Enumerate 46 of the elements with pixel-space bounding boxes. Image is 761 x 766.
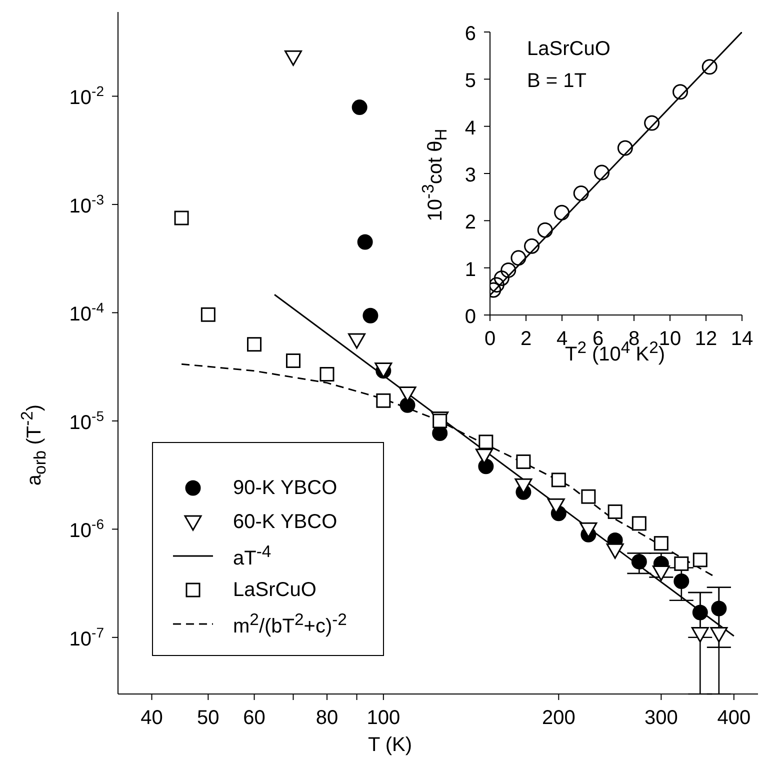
y-tick-label: 10$^{-5}$ (69, 408, 104, 434)
point (510, 250, 526, 266)
y-tick-label: 10$^{-4}$ (69, 300, 104, 326)
y-tick-label: 10$^{-3}$ (69, 191, 104, 218)
y-tick-label: 10$^{-2}$ (69, 83, 104, 110)
annotation: LaSrCuO (527, 38, 610, 61)
y-tick-label: 5 (464, 70, 476, 92)
point (490, 277, 504, 293)
y-tick-label: 10$^{-7}$ (69, 624, 104, 650)
point (494, 270, 510, 286)
x-tick-label: 60 (243, 707, 266, 729)
x-tick-label: 12 (694, 328, 718, 350)
x-tick-label: 300 (644, 707, 678, 729)
point (594, 164, 610, 180)
x-axis-title: T (K) (368, 734, 412, 757)
x-tick-label: 200 (542, 707, 576, 729)
point (524, 238, 540, 254)
x-tick-label: 40 (140, 707, 163, 729)
point (573, 186, 589, 202)
x-tick-label: 50 (197, 707, 220, 729)
y-tick-label: 4 (464, 117, 476, 140)
legend-label: 90-K YBCO (233, 476, 338, 500)
point (554, 204, 570, 220)
legend-label: aT$^{-4}$ (233, 542, 272, 570)
legend-label: m$^{2}$/(bT$^{2}$+c)$^{-2}$ (233, 610, 347, 638)
y-tick-label: 1 (464, 258, 476, 281)
x-tick-label: 400 (717, 707, 751, 729)
y-tick-label: 6 (464, 23, 476, 45)
x-tick-label: 2 (520, 328, 532, 350)
point (644, 115, 660, 131)
x-tick-label: 100 (366, 707, 400, 729)
x-tick-label: 0 (484, 328, 496, 350)
annotation: B = 1T (527, 70, 586, 93)
point (617, 140, 633, 156)
y-tick-label: 2 (464, 212, 476, 234)
legend-label: 60-K YBCO (233, 510, 338, 534)
point (672, 84, 688, 100)
x-tick-label: 14 (730, 328, 754, 350)
y-tick-label: 3 (464, 164, 476, 186)
x-tick-label: 80 (316, 707, 338, 729)
point (702, 59, 718, 75)
point (500, 262, 516, 278)
y-tick-label: 10$^{-6}$ (69, 516, 104, 542)
point (537, 222, 553, 238)
y-tick-label: 0 (464, 306, 476, 328)
legend-label: LaSrCuO (233, 578, 316, 602)
